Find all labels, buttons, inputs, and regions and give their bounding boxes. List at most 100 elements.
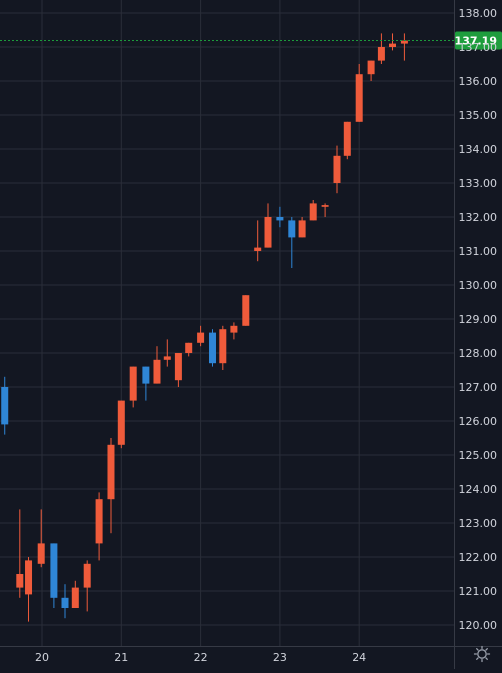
candle[interactable] [333,145,341,194]
axis-layer[interactable]: 120.00 121.00 122.00 123.00 124.00 125.00 126.… [35,7,497,664]
x-tick-label: 20 [35,651,49,664]
candle[interactable] [50,543,58,608]
y-tick-label: 138.00 [459,7,498,20]
y-tick-label: 130.00 [459,279,498,292]
x-tick-label: 24 [352,651,366,664]
y-tick-label: 123.00 [459,517,498,530]
candle[interactable] [208,329,216,367]
candle-body [377,47,385,61]
candle-body [163,356,171,360]
candle[interactable] [142,366,150,401]
last-price-badge [455,31,502,50]
candle[interactable] [400,33,408,61]
x-tick-label: 22 [194,651,208,664]
candle[interactable] [185,342,193,357]
candle[interactable] [254,220,262,262]
candle[interactable] [230,322,238,340]
candle-body [333,155,341,183]
y-tick-label: 127.00 [459,381,498,394]
candle-body [129,366,137,401]
y-tick-label: 122.00 [459,551,498,564]
candle-body [389,43,397,47]
candle[interactable] [163,339,171,367]
candle-body [400,40,408,44]
candle[interactable] [367,60,375,81]
candle-body [71,587,79,608]
last-price-line-layer: 137.19 [0,31,502,50]
candle[interactable] [276,206,284,228]
candle[interactable] [1,376,9,435]
candle[interactable] [71,580,79,608]
candle[interactable] [343,121,351,160]
candle[interactable] [389,33,397,51]
candle[interactable] [117,400,125,449]
chart-settings-button[interactable] [473,645,491,663]
candle-body [230,325,238,333]
x-tick-label: 23 [273,651,287,664]
y-tick-label: 136.00 [459,75,498,88]
candle-body [197,332,205,343]
candle-body [264,217,272,248]
candle[interactable] [37,509,45,568]
candle-body [208,332,216,364]
candle[interactable] [321,203,329,217]
candle[interactable] [107,438,115,534]
candle[interactable] [83,560,91,612]
candle-body [309,203,317,221]
candle-body [95,499,103,544]
y-tick-label: 129.00 [459,313,498,326]
x-tick-label: 21 [114,651,128,664]
candle[interactable] [197,325,205,347]
candle[interactable] [377,33,385,64]
candle[interactable] [95,492,103,561]
settings-gear-icon[interactable] [473,645,491,663]
candle-body [367,60,375,75]
y-tick-label: 135.00 [459,109,498,122]
candle-body [83,563,91,588]
y-tick-label: 134.00 [459,143,498,156]
candle-body [288,220,296,238]
candle-body [174,353,182,381]
candle-body [343,121,351,156]
y-tick-label: 121.00 [459,585,498,598]
candle[interactable] [355,64,363,122]
candle[interactable] [298,217,306,238]
candle-body [276,217,284,221]
y-tick-label: 120.00 [459,619,498,632]
candle[interactable] [25,557,33,622]
candle-body [1,387,9,425]
candle[interactable] [288,217,296,268]
candle[interactable] [153,346,161,384]
candle-body [355,74,363,122]
candle[interactable] [129,366,137,408]
y-tick-label: 128.00 [459,347,498,360]
candles-layer[interactable] [1,33,408,622]
candle[interactable] [16,509,24,598]
candle-body [153,359,161,384]
candle[interactable] [309,200,317,221]
candle[interactable] [264,203,272,248]
candle[interactable] [219,325,227,370]
y-tick-label: 133.00 [459,177,498,190]
candle-body [242,295,250,326]
candle[interactable] [61,584,69,619]
candle-body [16,574,24,588]
candle-body [61,597,69,608]
candle-body [185,342,193,353]
candle-body [117,400,125,445]
candle-body [219,329,227,364]
y-tick-label: 124.00 [459,483,498,496]
candle-body [25,560,33,595]
candle-body [107,444,115,500]
candle-body [37,543,45,564]
candle[interactable] [242,295,250,326]
y-tick-label: 132.00 [459,211,498,224]
candle-body [298,220,306,238]
candle-body [50,543,58,598]
y-tick-label: 125.00 [459,449,498,462]
candle[interactable] [174,353,182,387]
